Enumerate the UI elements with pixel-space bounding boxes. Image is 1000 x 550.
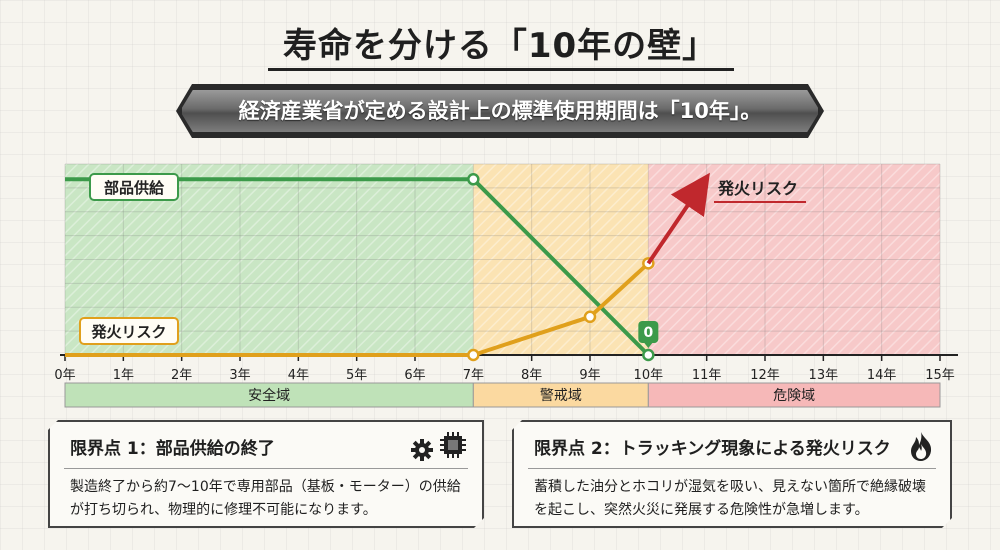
series-line-1 (65, 261, 650, 357)
zone-label-2: 危険域 (773, 388, 815, 404)
x-tick-label-10: 10年 (634, 368, 664, 383)
series-tag-label-0: 部品供給 (104, 179, 165, 197)
x-tick-label-4: 4年 (288, 368, 309, 383)
limit-point-2-text: 蓄積した油分とホコリが湿気を吸い、見えない箇所で絶縁破壊を起こし、突然火災に発展… (534, 479, 926, 518)
fire-icon (911, 432, 931, 461)
limit-point-1-text: 製造終了から約7〜10年で専用部品（基板・モーター）の供給が打ち切られ、物理的に… (70, 479, 461, 518)
panel-2-divider (528, 468, 936, 469)
x-tick-label-5: 5年 (346, 368, 367, 383)
limit-point-2-title: 限界点 2：トラッキング現象による発火リスク (534, 439, 891, 459)
zero-marker-box (638, 321, 659, 343)
limit-point-2-panel: 限界点 2：トラッキング現象による発火リスク 蓄積した油分とホコリが湿気を吸い、… (512, 420, 952, 528)
page-title: 寿命を分ける「10年の壁」 (282, 26, 718, 66)
series-0-point-2 (642, 348, 655, 362)
risk-arrow-label: 発火リスク (717, 179, 798, 198)
zone-bar-1 (472, 382, 649, 408)
x-tick-label-8: 8年 (521, 368, 542, 383)
risk-arrow (646, 172, 710, 265)
standard-period-banner: 経済産業省が定める設計上の標準使用期間は「10年」。 (180, 88, 820, 134)
title-underline (268, 68, 734, 71)
series-1-point-2 (583, 310, 597, 324)
panel-2-icons (906, 430, 936, 466)
chip-icon (440, 432, 466, 458)
series-tag-box-0 (89, 173, 179, 201)
gear-icon (411, 439, 433, 461)
x-tick-label-6: 6年 (404, 368, 425, 383)
x-tick-label-12: 12年 (750, 368, 780, 383)
x-tick-label-15: 15年 (925, 368, 955, 383)
zone-label-0: 安全域 (248, 387, 290, 404)
x-tick-label-2: 2年 (171, 368, 192, 383)
zone-bar-0 (64, 382, 474, 408)
limit-point-1-title: 限界点 1：部品供給の終了 (70, 439, 275, 459)
series-0-point-1 (467, 173, 480, 186)
limit-point-1-panel: 限界点 1：部品供給の終了 (48, 420, 484, 528)
series-1-point-1 (467, 348, 480, 362)
zone-bar-2 (647, 382, 941, 408)
x-tick-label-1: 1年 (113, 368, 134, 383)
x-tick-label-9: 9年 (579, 368, 600, 383)
series-tag-box-1 (79, 317, 179, 345)
zero-marker-label: 0 (643, 325, 653, 341)
panel-1-icons (410, 430, 468, 466)
zone-label-1: 警戒域 (540, 388, 582, 404)
series-tag-label-1: 発火リスク (90, 323, 166, 341)
x-tick-label-13: 13年 (809, 368, 839, 383)
x-tick-label-11: 11年 (692, 368, 722, 383)
lifespan-chart: 0年 1年 2年 3年 4年 5年 6年 7年 8年 9年 10年 11年 12年 13年 14年 15年 発… (54, 163, 958, 408)
zero-marker-pointer (644, 343, 653, 348)
x-tick-label-3: 3年 (229, 368, 250, 383)
x-tick-label-0: 0年 (54, 368, 75, 383)
x-tick-label-7: 7年 (463, 368, 484, 383)
x-tick-label-14: 14年 (867, 368, 897, 383)
panel-1-divider (64, 468, 468, 469)
